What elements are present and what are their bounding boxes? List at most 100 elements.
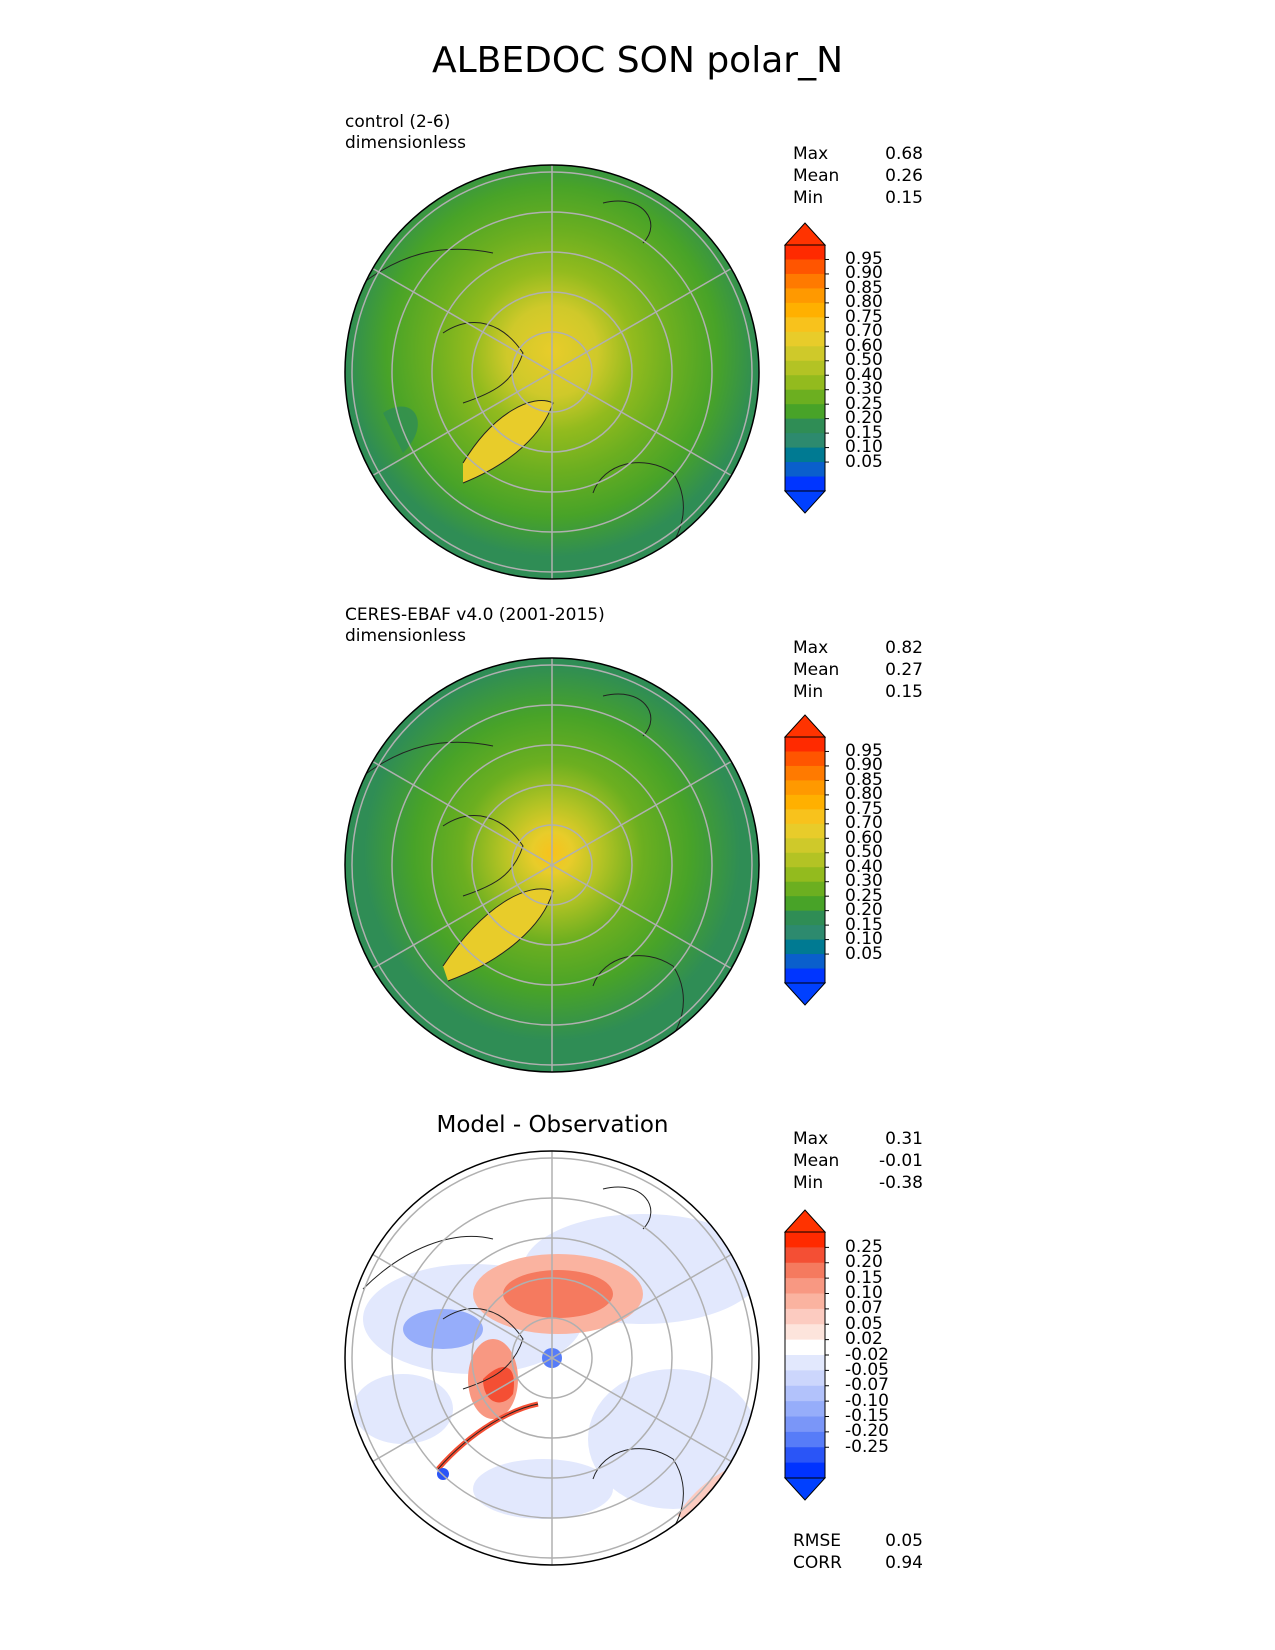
panel1-case-name: control (2-6): [345, 112, 451, 132]
rmse-label: RMSE: [793, 1531, 842, 1551]
colorbar-swatch: [785, 1324, 825, 1341]
colorbar-swatch: [785, 1370, 825, 1387]
colorbar-swatch: [785, 404, 825, 420]
max-value: 0.68: [885, 144, 923, 164]
colorbar-tick-label: 0.95: [845, 248, 883, 269]
colorbar-swatch: [785, 1462, 825, 1479]
colorbar-tick-label: 0.25: [845, 1236, 883, 1257]
colorbar-tick-label: 0.80: [845, 784, 883, 805]
panel2-stats: Max 0.82 Mean 0.27 Min 0.15: [793, 637, 923, 703]
colorbar-tick-label: 0.30: [845, 871, 883, 892]
colorbar-under-triangle: [783, 1477, 827, 1501]
colorbar-over-triangle: [783, 714, 827, 738]
colorbar-under-triangle: [783, 982, 827, 1006]
max-value: 0.82: [885, 638, 923, 658]
min-label: Min: [793, 188, 824, 208]
max-value: 0.31: [885, 1129, 923, 1149]
colorbar-swatch: [785, 447, 825, 463]
colorbar-tick-label: 0.10: [845, 437, 883, 458]
colorbar-tick-label: 0.10: [845, 929, 883, 950]
panel3-error-stats: RMSE 0.05 CORR 0.94: [793, 1530, 923, 1574]
panel1-units: dimensionless: [345, 133, 466, 153]
panel1-subtitle: control (2-6) dimensionless: [345, 112, 466, 154]
colorbar-swatch: [785, 881, 825, 897]
colorbar-tick-label: 0.25: [845, 885, 883, 906]
mean-value: 0.27: [885, 660, 923, 680]
min-value: 0.15: [885, 682, 923, 702]
colorbar-swatch: [785, 1385, 825, 1402]
colorbar-tick-label: 0.50: [845, 842, 883, 863]
colorbar-swatch: [785, 302, 825, 318]
colorbar-swatch: [785, 1401, 825, 1417]
colorbar-tick-label: -0.02: [845, 1344, 889, 1365]
min-value: 0.15: [885, 188, 923, 208]
panel2-polar-map: [343, 656, 761, 1074]
colorbar-swatch: [785, 823, 825, 839]
colorbar-swatch: [785, 288, 825, 304]
colorbar-swatch: [785, 765, 825, 781]
colorbar-tick-label: 0.05: [845, 943, 883, 964]
colorbar-swatch: [785, 968, 825, 984]
colorbar-swatch: [785, 346, 825, 362]
colorbar-swatch: [785, 794, 825, 810]
colorbar-swatch: [785, 245, 825, 260]
panel3-colorbar: 0.25 0.20 0.15 0.10 0.07 0.05 0.02 -0.02 -0.05 -0…: [783, 1209, 895, 1501]
mean-value: 0.26: [885, 166, 923, 186]
colorbar-swatch: [785, 1262, 825, 1279]
colorbar-swatch: [785, 1355, 825, 1371]
max-label: Max: [793, 144, 829, 164]
panel2-units: dimensionless: [345, 626, 466, 646]
panel2-colorbar: 0.95 0.90 0.85 0.80 0.75 0.70 0.60 0.50 0.40 0.30…: [783, 714, 895, 1006]
colorbar-swatch: [785, 476, 825, 492]
colorbar-tick-label: 0.70: [845, 321, 883, 342]
mean-label: Mean: [793, 660, 840, 680]
mean-value: -0.01: [879, 1151, 923, 1171]
colorbar-swatch: [785, 462, 825, 478]
colorbar-swatch: [785, 1278, 825, 1294]
colorbar-swatch: [785, 1308, 825, 1325]
colorbar-tick-label: 0.75: [845, 306, 883, 327]
colorbar-swatch: [785, 317, 825, 333]
max-label: Max: [793, 638, 829, 658]
colorbar-tick-label: -0.20: [845, 1421, 889, 1442]
colorbar-tick-label: 0.10: [845, 1283, 883, 1303]
panel2-colorbar-svg: [783, 714, 829, 1006]
colorbar-tick-label: 0.60: [845, 827, 883, 848]
colorbar-tick-label: 0.15: [845, 914, 883, 935]
colorbar-tick-label: -0.05: [845, 1359, 889, 1380]
colorbar-tick-label: 0.20: [845, 1252, 883, 1273]
colorbar-tick-label: 0.85: [845, 769, 883, 790]
colorbar-swatch: [785, 375, 825, 391]
rmse-value: 0.05: [885, 1531, 923, 1551]
panel1-map-svg: [344, 164, 760, 580]
colorbar-swatch: [785, 780, 825, 796]
colorbar-tick-label: 0.15: [845, 1267, 883, 1288]
figure-title: ALBEDOC SON polar_N: [432, 40, 843, 81]
corr-value: 0.94: [885, 1553, 923, 1573]
colorbar-tick-label: 0.80: [845, 292, 883, 313]
colorbar-over-triangle: [783, 222, 827, 246]
colorbar-swatch: [785, 1232, 825, 1248]
colorbar-swatch: [785, 418, 825, 434]
colorbar-tick-label: 0.40: [845, 856, 883, 877]
panel1-gridlines: [351, 165, 753, 579]
colorbar-tick-label: 0.07: [845, 1298, 883, 1319]
colorbar-swatch: [785, 1447, 825, 1464]
colorbar-swatch: [785, 852, 825, 868]
colorbar-tick-label: 0.25: [845, 393, 883, 414]
colorbar-swatch: [785, 751, 825, 767]
colorbar-swatch: [785, 259, 825, 275]
colorbar-tick-label: 0.60: [845, 335, 883, 356]
colorbar-tick-label: -0.15: [845, 1406, 889, 1426]
panel1-colorbar-svg: [783, 222, 829, 514]
colorbar-swatch: [785, 910, 825, 926]
colorbar-swatch: [785, 1293, 825, 1310]
mean-label: Mean: [793, 1151, 840, 1171]
panel2-gridlines: [351, 658, 753, 1072]
max-label: Max: [793, 1129, 829, 1149]
colorbar-tick-label: -0.25: [845, 1436, 889, 1457]
colorbar-tick-label: 0.50: [845, 350, 883, 371]
colorbar-swatch: [785, 954, 825, 970]
min-label: Min: [793, 682, 824, 702]
min-value: -0.38: [879, 1173, 923, 1193]
